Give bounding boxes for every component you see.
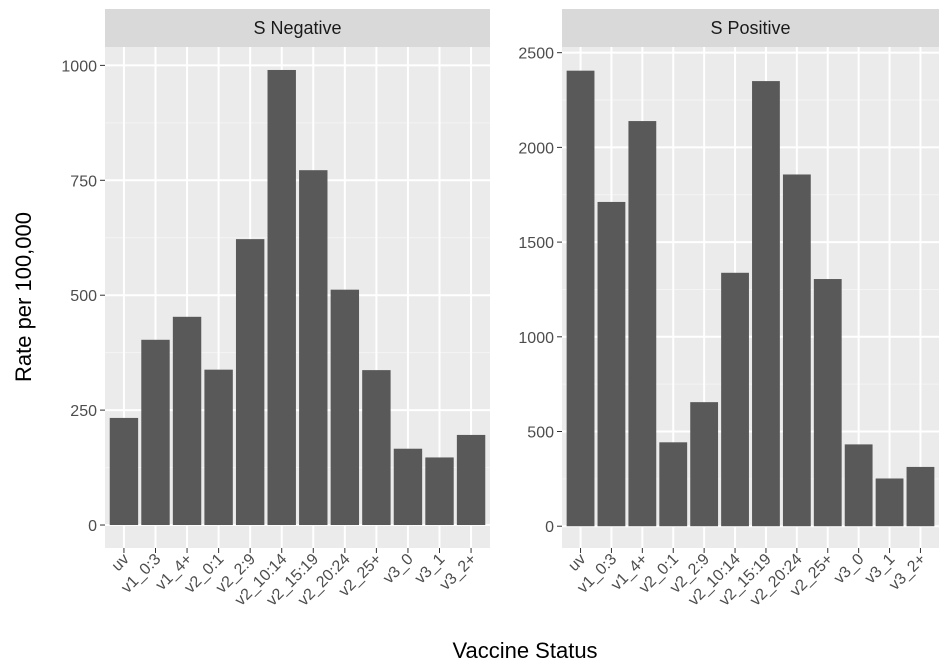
bar (566, 70, 595, 527)
bar (721, 272, 749, 527)
bar (393, 448, 423, 526)
x-tick-label: v3_0 (831, 551, 868, 588)
x-tick-label: v3_0 (380, 551, 417, 588)
y-tick-label: 0 (545, 519, 554, 536)
y-tick-label: 500 (70, 288, 97, 305)
bar (690, 402, 719, 527)
bar (628, 121, 657, 527)
y-tick-label: 1000 (61, 58, 97, 75)
facet-title: S Negative (253, 18, 341, 38)
y-tick-label: 0 (88, 518, 97, 535)
x-tick-label: uv (565, 551, 589, 575)
panels: S Negative02505007501000uvv1_0:3v1_4+v2_… (61, 9, 939, 609)
bar (109, 417, 139, 526)
y-tick-label: 250 (70, 403, 97, 420)
y-axis-title: Rate per 100,000 (11, 212, 36, 382)
y-tick-label: 1500 (518, 235, 554, 252)
bar (752, 81, 780, 527)
bar (235, 239, 265, 526)
y-tick-label: 2500 (518, 46, 554, 63)
x-axis-title: Vaccine Status (452, 638, 597, 663)
bar (172, 316, 202, 526)
panel-right: S Positive05001000150020002500uvv1_0:3v1… (518, 9, 939, 609)
facet-title: S Positive (710, 18, 790, 38)
bar (875, 478, 904, 527)
bar (597, 201, 626, 527)
x-tick-label: uv (109, 551, 133, 575)
y-tick-label: 500 (527, 425, 554, 442)
bar (267, 69, 296, 526)
bar (906, 466, 935, 527)
panel-left: S Negative02505007501000uvv1_0:3v1_4+v2_… (61, 9, 490, 609)
facet-strip (105, 9, 490, 47)
y-tick-label: 750 (70, 173, 97, 190)
bar (362, 370, 391, 526)
bar (330, 289, 360, 526)
bar (659, 442, 688, 527)
x-tick-label: v3_2+ (437, 551, 480, 594)
bar (299, 170, 328, 526)
facet-strip (562, 9, 939, 47)
bar (782, 174, 811, 527)
bar (141, 339, 170, 526)
bar (844, 444, 873, 527)
bar (456, 434, 486, 526)
y-tick-label: 1000 (518, 330, 554, 347)
bar (204, 369, 233, 526)
bar (813, 279, 842, 527)
y-tick-label: 2000 (518, 140, 554, 157)
bar (425, 457, 454, 526)
